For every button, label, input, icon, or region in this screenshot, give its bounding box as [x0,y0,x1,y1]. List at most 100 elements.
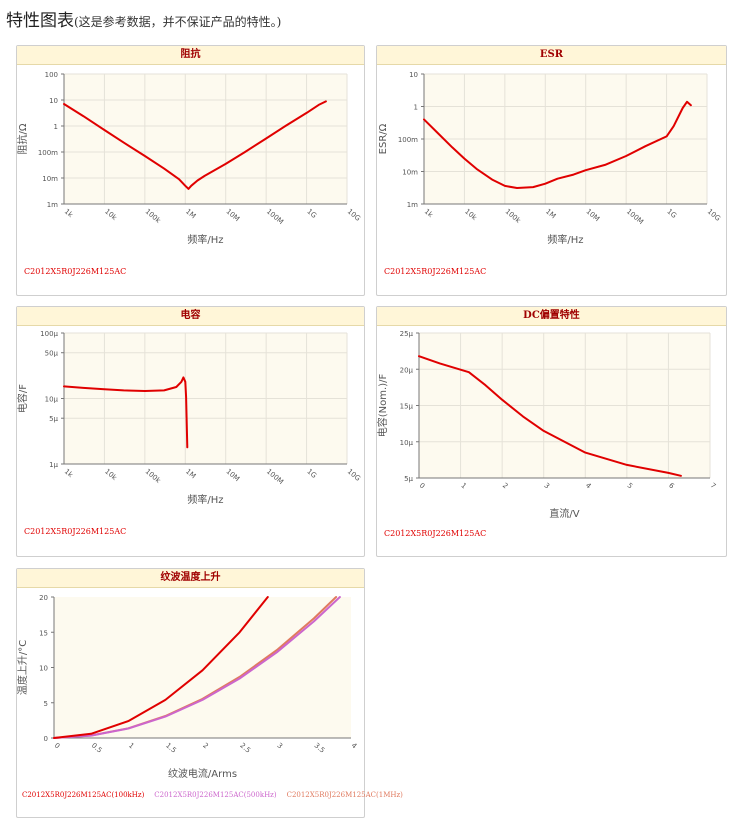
dc-bias-chart: 5μ 10μ 15μ 20μ 25μ 0 1 2 3 4 5 6 7 直流/V 电容(Nom.)/F [377,330,718,520]
x-tick-label: 1G [665,207,678,219]
x-tick-label: 1.5 [164,741,178,754]
y-tick-label: 1 [414,104,418,112]
y-tick-label: 100 [45,71,58,79]
series-line [423,100,692,189]
y-tick-label: 100m [38,149,58,157]
series-line [63,100,327,190]
x-axis-title: 纹波电流/Arms [168,767,237,780]
legend-item: C2012X5R0J226M125AC(500kHz) [154,791,277,799]
x-tick-label: 2.5 [238,741,252,754]
y-tick-label: 10μ [45,396,59,404]
series-line [53,596,269,739]
x-tick-label: 10k [463,207,479,222]
x-tick-label: 1M [184,467,197,480]
y-tick-label: 20 [39,594,48,602]
y-tick-label: 1m [407,201,418,209]
x-tick-label: 1 [459,481,468,490]
plot-area [54,597,351,738]
series-line [53,596,341,739]
x-tick-label: 0.5 [90,741,104,754]
series-line [63,376,189,449]
x-tick-label: 0 [418,481,427,490]
y-tick-label: 15 [39,629,48,637]
y-tick-label: 25μ [400,330,414,338]
y-tick-label: 0 [44,735,48,743]
x-axis-title: 频率/Hz [187,493,223,506]
y-axis-title: 电容(Nom.)/F [377,374,389,438]
x-tick-label: 1k [63,207,75,219]
legend: C2012X5R0J226M125AC(100kHz) C2012X5R0J226… [22,791,413,799]
y-tick-label: 10m [402,169,418,177]
x-tick-label: 100M [265,467,285,486]
x-tick-label: 10G [706,207,722,222]
x-tick-label: 10M [584,207,601,223]
series-line [418,355,682,477]
chart-title: 纹波温度上升 [17,569,364,588]
capacitance-chart-panel: 电容 1μ 5μ 10μ 50μ 100μ 1k 10k 100k 1M 10M 100M 1G 10G… [16,306,365,557]
x-tick-label: 100k [144,467,163,485]
part-number-label: C2012X5R0J226M125AC [24,267,127,276]
y-tick-label: 100m [398,136,418,144]
x-tick-label: 10k [103,467,119,482]
legend-item: C2012X5R0J226M125AC(1MHz) [286,791,403,799]
x-tick-label: 100M [625,207,645,226]
x-tick-label: 2 [201,741,210,750]
x-tick-label: 4 [350,741,359,750]
y-tick-label: 50μ [45,350,59,358]
x-tick-label: 3 [275,741,284,750]
y-tick-label: 10m [42,175,58,183]
x-tick-label: 10M [224,207,241,223]
ripple-temperature-chart: 0 5 10 15 20 0 0.5 1 1.5 2 2.5 3 3.5 4 纹波电流/Arms 温度上升/°… [17,594,359,780]
x-tick-label: 10M [224,467,241,483]
x-tick-label: 1 [127,741,136,750]
plot-area [64,74,347,204]
x-axis-title: 频率/Hz [187,233,223,246]
part-number-label: C2012X5R0J226M125AC [384,267,487,276]
x-tick-label: 3.5 [313,741,327,754]
x-tick-label: 6 [667,481,676,490]
x-tick-label: 2 [501,481,510,490]
esr-chart-panel: ESR 1m 10m 100m 1 10 1k 10k 100k 1M 10M 100M 1G 10G 频… [376,45,727,296]
page-title-note: (这是参考数据，并不保证产品的特性。) [74,15,282,29]
y-tick-label: 10 [409,71,418,79]
y-axis-title: 电容/F [17,384,29,413]
dc-bias-chart-panel: DC偏置特性 5μ 10μ 15μ 20μ 25μ 0 1 2 3 4 5 6 7 直流/V 电容(Nom.… [376,306,727,557]
ripple-temperature-chart-panel: 纹波温度上升 0 5 10 15 20 0 0.5 1 1.5 2 2.5 3 3.5 4 纹波电流/Arm… [16,568,403,818]
x-tick-label: 7 [709,481,718,490]
x-tick-label: 1k [63,467,75,479]
y-tick-label: 20μ [400,366,414,374]
y-tick-label: 5μ [404,475,413,483]
y-tick-label: 10 [39,665,48,673]
x-tick-label: 10G [346,207,362,222]
y-tick-label: 10μ [400,439,414,447]
y-tick-label: 1μ [49,461,58,469]
y-tick-label: 5 [44,700,48,708]
y-tick-label: 1 [54,123,58,131]
part-number-label: C2012X5R0J226M125AC [384,529,487,538]
impedance-chart: 1m 10m 100m 1 10 100 1k 10k 100k 1M 10M 100M 1G 10G 频率… [17,71,362,246]
x-tick-label: 1G [305,207,318,219]
capacitance-chart: 1μ 5μ 10μ 50μ 100μ 1k 10k 100k 1M 10M 100M 1G 10G 频率/… [17,330,362,506]
y-tick-label: 10 [49,97,58,105]
x-tick-label: 100M [265,207,285,226]
x-tick-label: 1M [544,207,557,220]
x-tick-label: 4 [584,481,593,490]
page-title: 特性图表(这是参考数据，并不保证产品的特性。) [6,6,281,31]
x-tick-label: 100k [504,207,523,225]
esr-chart: 1m 10m 100m 1 10 1k 10k 100k 1M 10M 100M 1G 10G 频率/Hz… [378,71,722,246]
y-axis-title: ESR/Ω [378,123,389,154]
x-tick-label: 100k [144,207,163,225]
chart-title: 电容 [17,307,364,326]
y-tick-label: 5μ [49,415,58,423]
y-tick-label: 1m [47,201,58,209]
x-axis-title: 频率/Hz [547,233,583,246]
x-tick-label: 3 [542,481,551,490]
x-tick-label: 1k [423,207,435,219]
part-number-label: C2012X5R0J226M125AC [24,527,127,536]
x-axis-title: 直流/V [549,507,579,520]
y-tick-label: 100μ [40,330,58,338]
chart-title: DC偏置特性 [377,307,726,326]
x-tick-label: 1M [184,207,197,220]
page-title-text: 特性图表 [6,11,74,31]
chart-title: 阻抗 [17,46,364,65]
